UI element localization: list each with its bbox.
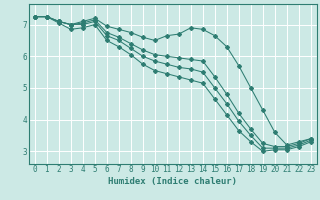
X-axis label: Humidex (Indice chaleur): Humidex (Indice chaleur) <box>108 177 237 186</box>
